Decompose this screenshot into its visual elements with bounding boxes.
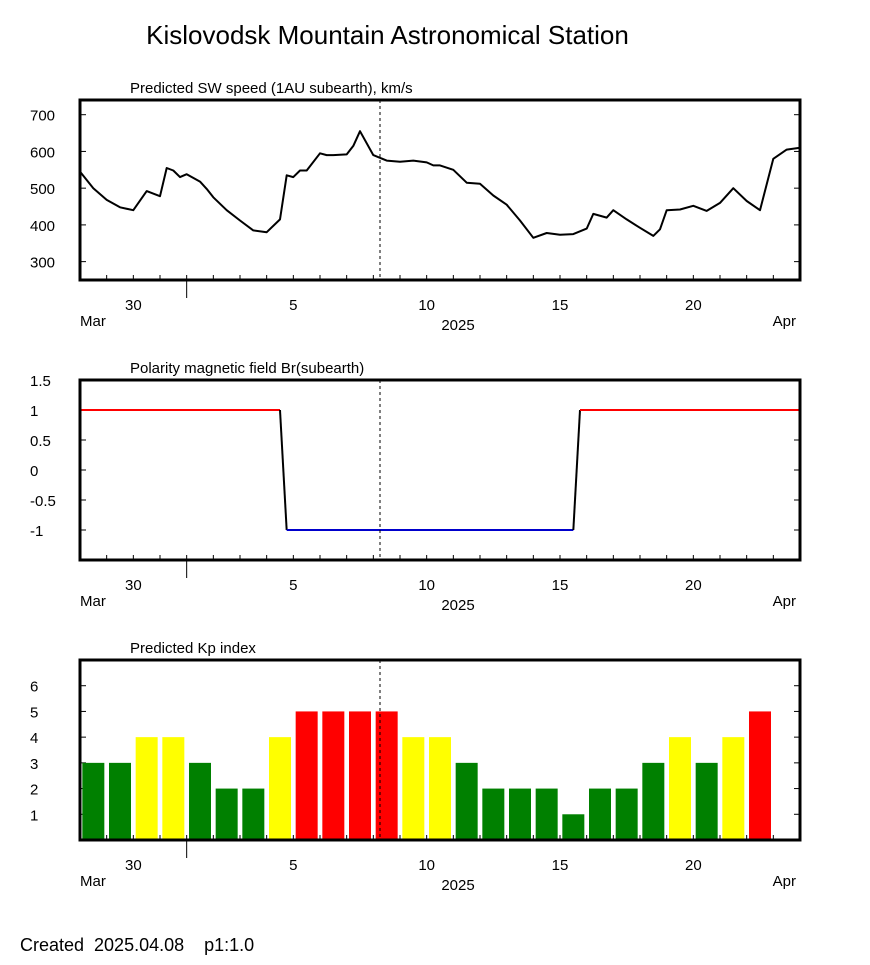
x-tick-label: 20 (685, 857, 702, 874)
x-tick-label: 5 (289, 297, 297, 314)
x-tick-label: 10 (418, 857, 435, 874)
kp-bar (589, 788, 611, 840)
x-month-start-label: Mar (80, 593, 106, 610)
y-tick-label: 1 (30, 403, 38, 420)
kp-bar (482, 788, 505, 840)
kp-bar (669, 737, 691, 840)
kp-bar (189, 762, 211, 840)
sw-speed-panel-title: Predicted SW speed (1AU subearth), km/s (130, 80, 413, 97)
kp-bar (295, 711, 318, 840)
kp-bar (455, 762, 478, 840)
sw-speed-line (79, 130, 801, 239)
kp-bar (82, 762, 105, 840)
kp-bar (509, 788, 531, 840)
y-tick-label: -1 (30, 523, 43, 540)
kp-bar (215, 788, 238, 840)
y-tick-label: 1 (30, 807, 38, 824)
kp-bar (749, 711, 771, 840)
x-month-start-label: Mar (80, 873, 106, 890)
kp-bar (269, 737, 291, 840)
kp-bar (322, 711, 345, 840)
x-month-end-label: Apr (773, 593, 796, 610)
kp-bar (242, 788, 265, 840)
y-tick-label: -0.5 (30, 493, 56, 510)
x-tick-label: 5 (289, 577, 297, 594)
y-tick-label: 400 (30, 218, 55, 235)
x-axis-label: 2025 (441, 877, 474, 894)
x-month-start-label: Mar (80, 313, 106, 330)
kp-bar (109, 762, 131, 840)
polarity-panel-title: Polarity magnetic field Br(subearth) (130, 360, 365, 377)
y-tick-label: 500 (30, 181, 55, 198)
x-tick-label: 15 (552, 857, 569, 874)
x-month-end-label: Apr (773, 873, 796, 890)
created-footer: Created 2025.04.08 p1:1.0 (20, 935, 255, 955)
kp-bar (642, 762, 665, 840)
kp-bar (349, 711, 371, 840)
plot-frame (78, 378, 802, 562)
x-month-end-label: Apr (773, 313, 796, 330)
y-tick-label: 5 (30, 704, 38, 721)
y-tick-label: 700 (30, 108, 55, 125)
kp-bar (722, 737, 745, 840)
x-tick-label: 10 (418, 577, 435, 594)
x-tick-label: 10 (418, 297, 435, 314)
x-tick-label: 20 (685, 577, 702, 594)
kp-bar (562, 814, 585, 840)
x-tick-label: 5 (289, 857, 297, 874)
polarity-segment (572, 409, 581, 531)
y-tick-label: 600 (30, 144, 55, 161)
x-axis-label: 2025 (441, 317, 474, 334)
kp-bar (402, 737, 425, 840)
x-tick-label: 30 (125, 297, 142, 314)
y-tick-label: 3 (30, 756, 38, 773)
y-tick-label: 300 (30, 255, 55, 272)
y-tick-label: 1.5 (30, 373, 51, 390)
x-axis-label: 2025 (441, 597, 474, 614)
x-tick-label: 15 (552, 297, 569, 314)
x-tick-label: 30 (125, 857, 142, 874)
y-tick-label: 4 (30, 730, 38, 747)
plot-frame (78, 98, 802, 282)
kp-bar (429, 737, 451, 840)
x-tick-label: 15 (552, 577, 569, 594)
y-tick-label: 2 (30, 782, 38, 799)
kp-bar (375, 711, 398, 840)
kp-bar (162, 737, 185, 840)
y-tick-label: 0.5 (30, 433, 51, 450)
kp-bar (135, 737, 158, 840)
kp-bar (695, 762, 718, 840)
plot-frame (78, 658, 802, 842)
kp-panel-title: Predicted Kp index (130, 640, 256, 657)
polarity-segment (279, 409, 288, 531)
y-tick-label: 0 (30, 463, 38, 480)
kp-bar (535, 788, 558, 840)
x-tick-label: 30 (125, 577, 142, 594)
kp-bar (615, 788, 638, 840)
y-tick-label: 6 (30, 679, 38, 696)
x-tick-label: 20 (685, 297, 702, 314)
page-title: Kislovodsk Mountain Astronomical Station (146, 20, 629, 50)
